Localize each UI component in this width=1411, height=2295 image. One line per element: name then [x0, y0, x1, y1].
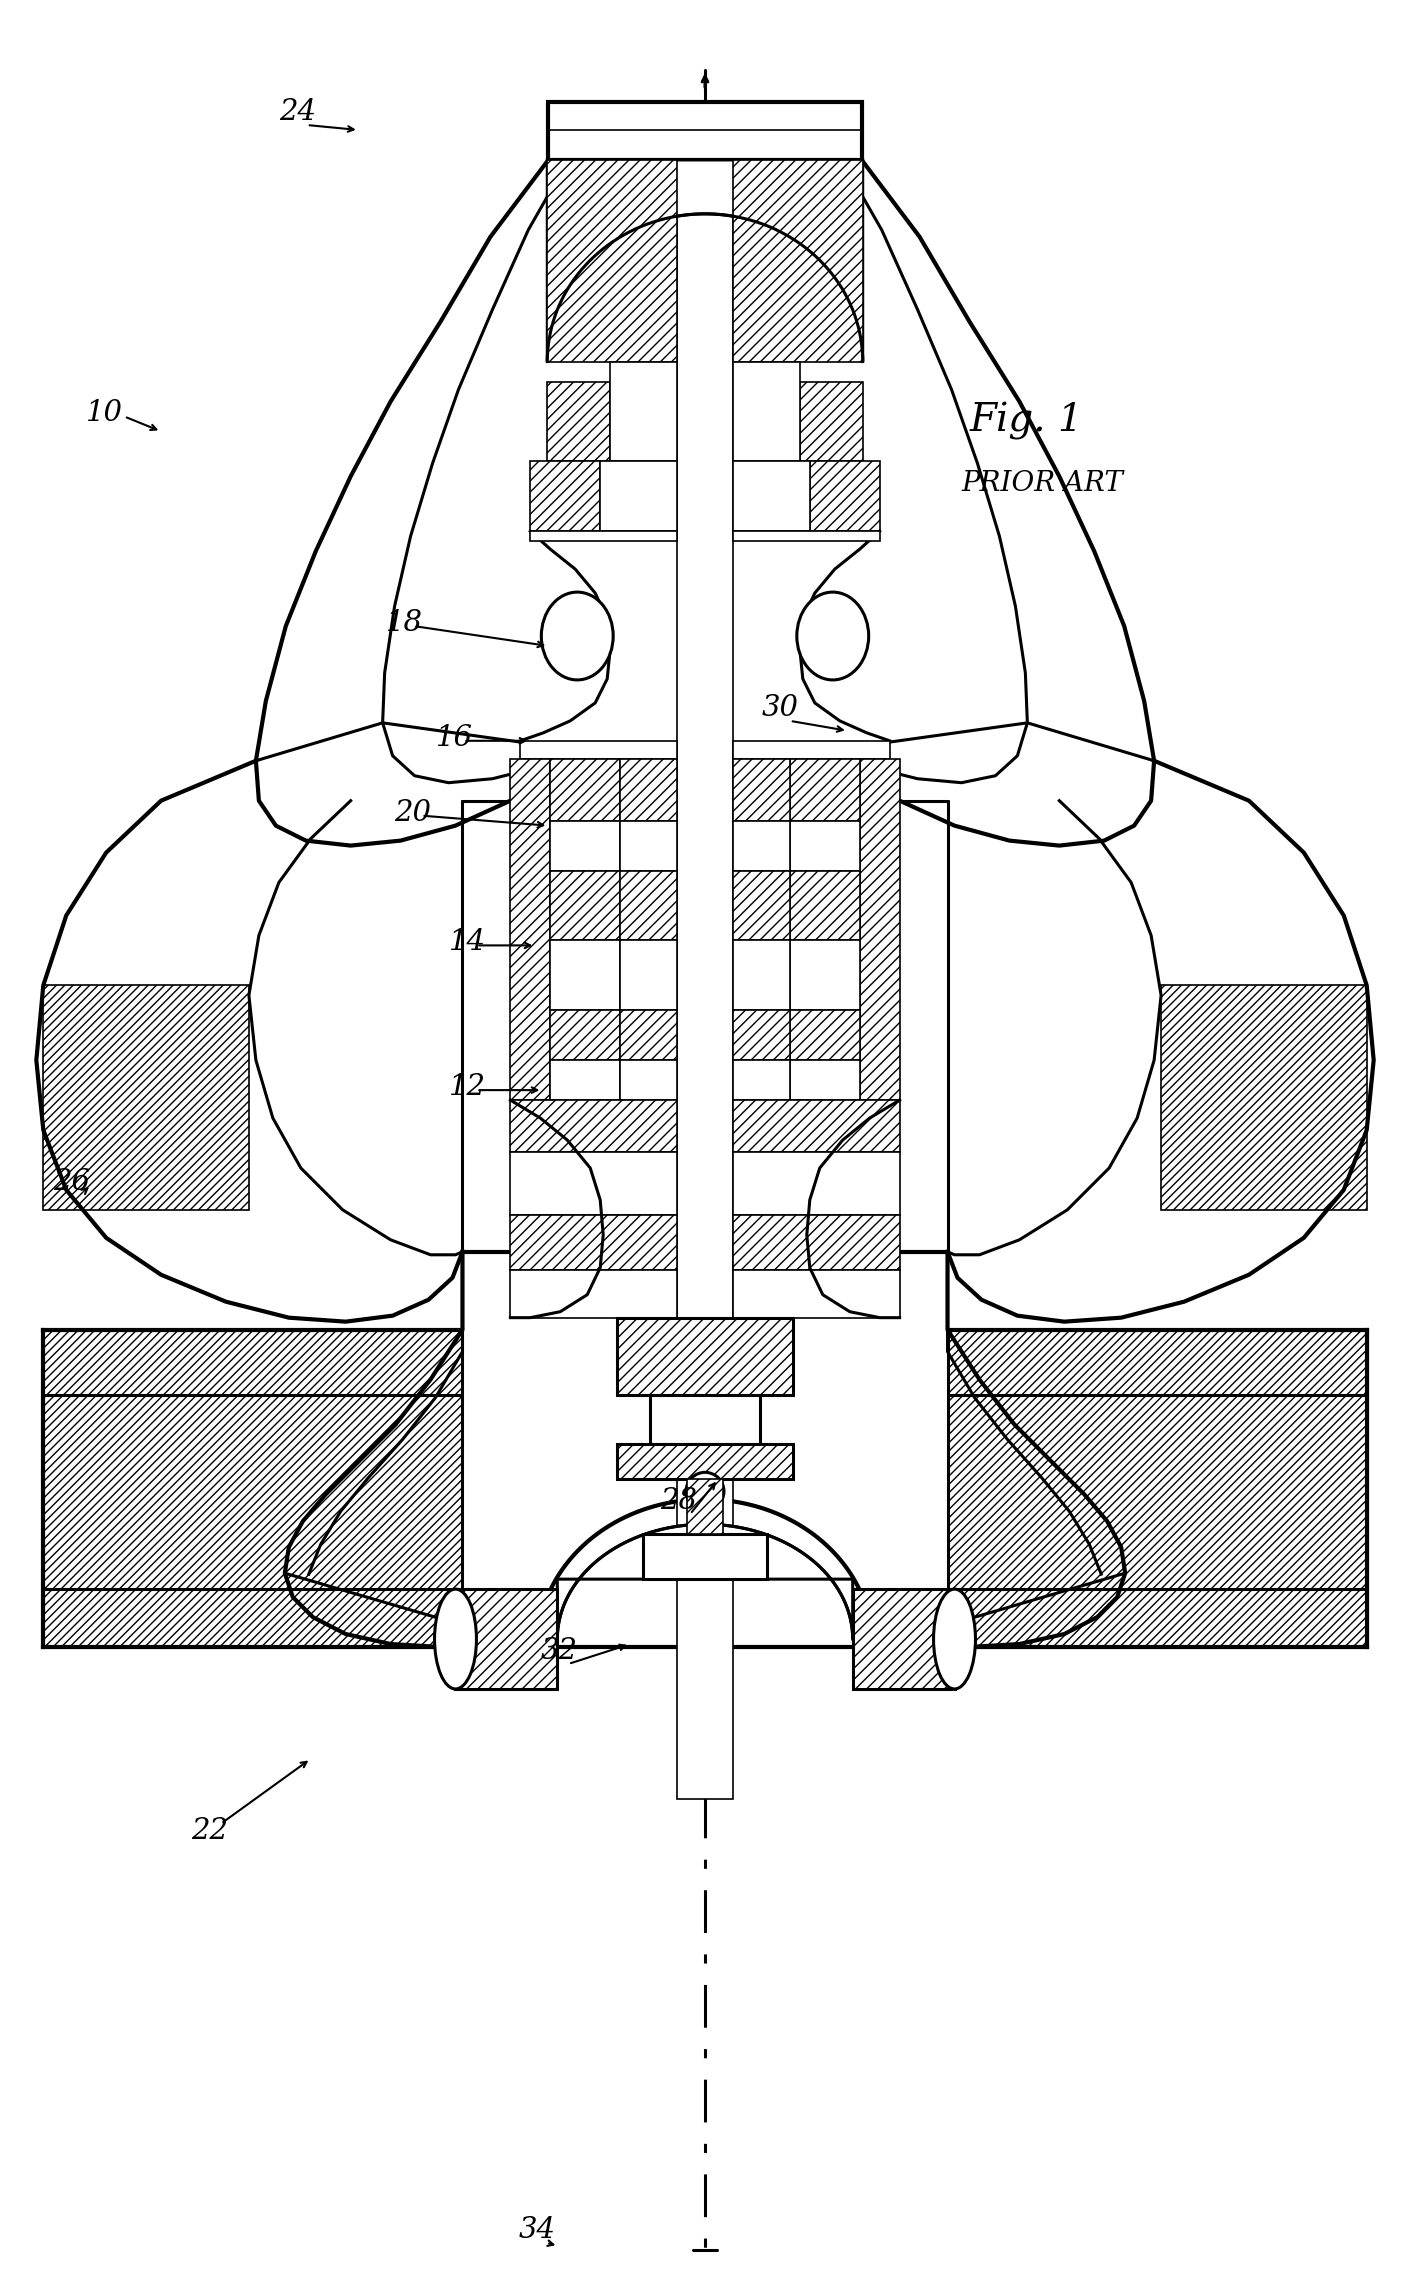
Polygon shape — [732, 822, 790, 870]
Text: 30: 30 — [762, 693, 799, 723]
Polygon shape — [677, 161, 732, 1799]
Polygon shape — [550, 822, 621, 870]
Text: PRIOR ART: PRIOR ART — [961, 470, 1123, 498]
Polygon shape — [790, 1010, 859, 1060]
Polygon shape — [790, 822, 859, 870]
Text: 22: 22 — [190, 1818, 229, 1845]
Polygon shape — [610, 363, 677, 461]
Polygon shape — [732, 161, 862, 363]
Polygon shape — [511, 1214, 677, 1269]
Polygon shape — [44, 1329, 463, 1648]
Polygon shape — [621, 941, 677, 1010]
Polygon shape — [948, 1329, 1367, 1648]
Polygon shape — [621, 1060, 677, 1099]
Text: 34: 34 — [518, 2217, 556, 2245]
Text: 28: 28 — [660, 1487, 697, 1515]
Ellipse shape — [542, 592, 614, 679]
Polygon shape — [650, 1395, 761, 1444]
Polygon shape — [511, 760, 550, 1099]
Ellipse shape — [686, 1473, 724, 1510]
Polygon shape — [732, 870, 790, 941]
Text: 32: 32 — [540, 1636, 577, 1664]
Text: 20: 20 — [394, 799, 430, 826]
Polygon shape — [732, 1214, 900, 1269]
Text: 24: 24 — [279, 99, 316, 126]
Polygon shape — [549, 101, 862, 161]
Text: 10: 10 — [86, 399, 123, 427]
Text: 26: 26 — [54, 1168, 90, 1196]
Polygon shape — [810, 461, 879, 530]
Ellipse shape — [934, 1588, 975, 1689]
Polygon shape — [531, 530, 677, 542]
Polygon shape — [550, 1010, 621, 1060]
Polygon shape — [1161, 985, 1367, 1209]
Polygon shape — [547, 381, 610, 461]
Polygon shape — [800, 381, 862, 461]
Polygon shape — [617, 1444, 793, 1480]
Polygon shape — [732, 1099, 900, 1152]
Polygon shape — [511, 1099, 677, 1152]
Polygon shape — [732, 941, 790, 1010]
Polygon shape — [732, 1152, 900, 1214]
Polygon shape — [511, 1152, 677, 1214]
Polygon shape — [790, 870, 859, 941]
Polygon shape — [531, 461, 600, 530]
Polygon shape — [732, 1010, 790, 1060]
Text: 12: 12 — [449, 1074, 485, 1102]
Polygon shape — [547, 161, 862, 363]
Text: 14: 14 — [449, 929, 485, 957]
Polygon shape — [732, 530, 879, 542]
Polygon shape — [557, 1524, 852, 1639]
Polygon shape — [621, 822, 677, 870]
Polygon shape — [732, 1269, 900, 1317]
Polygon shape — [511, 1269, 677, 1317]
Polygon shape — [687, 1480, 722, 1535]
Text: 16: 16 — [436, 723, 473, 753]
Polygon shape — [732, 363, 800, 461]
Polygon shape — [790, 1060, 859, 1099]
Ellipse shape — [435, 1588, 477, 1689]
Polygon shape — [550, 941, 621, 1010]
Polygon shape — [732, 1060, 790, 1099]
Polygon shape — [859, 760, 900, 1099]
Polygon shape — [521, 741, 677, 760]
Polygon shape — [550, 1060, 621, 1099]
Polygon shape — [621, 760, 677, 822]
Polygon shape — [550, 870, 621, 941]
Polygon shape — [547, 161, 677, 363]
Polygon shape — [550, 760, 621, 822]
Polygon shape — [44, 985, 248, 1209]
Text: 18: 18 — [385, 608, 423, 638]
Polygon shape — [621, 870, 677, 941]
Polygon shape — [621, 1010, 677, 1060]
Polygon shape — [732, 760, 790, 822]
Polygon shape — [732, 461, 810, 530]
Ellipse shape — [797, 592, 869, 679]
Polygon shape — [617, 1317, 793, 1395]
Polygon shape — [456, 1588, 557, 1689]
Polygon shape — [643, 1535, 768, 1579]
Polygon shape — [600, 461, 677, 530]
Polygon shape — [790, 760, 859, 822]
Polygon shape — [852, 1588, 954, 1689]
Text: Fig. 1: Fig. 1 — [969, 402, 1084, 441]
Polygon shape — [790, 941, 859, 1010]
Polygon shape — [732, 741, 890, 760]
